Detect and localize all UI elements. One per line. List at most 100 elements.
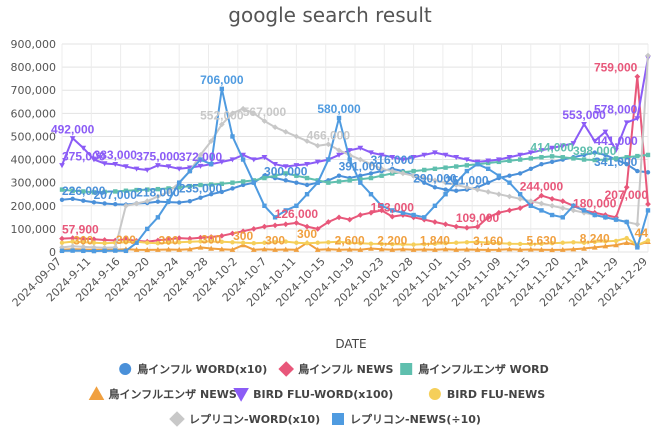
data-point [347,157,352,162]
legend-item: 鳥インフルエンザ WORD [400,362,549,376]
data-point [177,240,182,245]
data-point [208,161,214,167]
data-point [230,240,235,245]
data-point [315,180,320,185]
data-point [389,168,396,174]
data-point [198,157,203,162]
legend-label: レプリコン-WORD(x10) [189,412,320,426]
data-point [464,246,470,252]
data-point [442,246,449,252]
data-point [495,246,502,252]
data-point [325,141,332,148]
data-point [464,163,470,168]
data-point [645,170,651,175]
data-point [517,157,523,162]
data-point [464,157,470,163]
data-point [233,388,249,402]
data-point [69,136,76,142]
data-point [250,226,257,232]
data-point [635,153,640,159]
data-point [485,240,491,245]
data-point [603,239,608,244]
data-point [314,142,321,149]
data-point [432,246,438,252]
y-tick-label: 600,000 [11,107,57,120]
data-point [113,201,118,207]
data-point [474,186,481,193]
data-point [549,145,555,151]
data-point [571,240,576,245]
data-label: 300 [297,227,317,241]
data-point [261,118,268,124]
data-point [133,166,140,172]
data-point [282,221,289,228]
data-point [102,189,107,195]
data-point [581,208,587,213]
data-point [144,198,151,205]
data-point [208,239,214,244]
data-label: 372,000 [179,150,223,164]
data-point [528,166,533,171]
data-point [389,246,396,252]
data-point [81,240,86,245]
data-label: 109,000 [456,211,500,225]
data-point [304,223,310,230]
data-point [378,246,385,252]
data-point [134,187,139,193]
data-point [623,120,630,126]
data-point [581,240,587,245]
data-point [432,177,438,184]
data-point [389,213,396,220]
data-point [570,246,577,252]
data-point [422,241,427,247]
data-point [219,86,225,92]
data-label: 44 [635,226,649,240]
y-tick-label: 500,000 [11,130,57,143]
data-point [549,202,555,209]
data-point [517,205,524,211]
data-point [59,235,65,242]
data-label: 300 [116,233,136,247]
data-point [581,209,587,216]
data-point [443,165,448,170]
data-point [155,186,161,192]
data-point [219,181,225,187]
data-point [634,221,641,228]
data-point [230,134,235,139]
data-point [581,157,587,162]
data-point [623,239,630,245]
data-point [208,234,215,240]
data-point [581,121,587,128]
data-label: 553,000 [562,108,606,122]
data-point [358,180,363,185]
data-point [315,240,320,245]
data-point [325,246,332,252]
data-point [539,161,544,167]
y-tick-label: 900,000 [11,38,57,51]
data-label: 552,000 [200,108,244,122]
data-point [293,133,300,140]
data-point [251,241,256,246]
data-point [332,413,344,425]
data-point [624,161,629,167]
data-point [282,246,289,252]
y-axis-ticks: 0 100,000 200,000 300,000 400,000 500,000 600,… [11,38,57,259]
data-point [602,243,609,249]
data-point [506,155,513,161]
data-point [400,242,406,247]
data-point [432,166,438,171]
data-label: 759,000 [594,61,638,75]
data-point [347,240,352,245]
data-point [571,203,576,208]
data-point [390,241,395,247]
data-label: 180,000 [573,197,617,211]
legend-item: BIRD FLU-NEWS [428,388,545,401]
data-point [81,248,86,254]
data-point [571,156,576,161]
data-point [517,192,523,197]
data-point [250,157,257,163]
data-point [293,246,300,252]
data-point [613,147,619,153]
data-label: 441,000 [594,134,638,148]
data-point [379,241,384,247]
